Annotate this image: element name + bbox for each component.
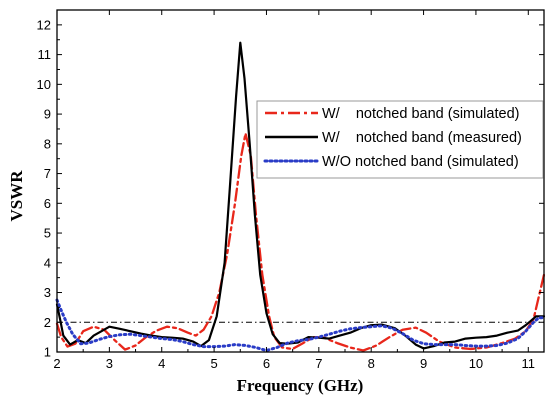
y-tick-label: 7 [44,166,51,181]
y-tick-label: 3 [44,285,51,300]
y-tick-label: 11 [38,47,52,62]
legend-label-without-notch: W/O notched band (simulated) [322,154,519,170]
x-tick-label: 7 [315,356,322,371]
x-axis: 2 3 4 5 6 7 8 9 10 11 [53,10,535,371]
y-tick-label: 8 [44,136,51,151]
legend-label-simulated: W/ notched band (simulated) [322,106,519,122]
x-tick-label: 5 [210,356,217,371]
y-tick-label: 9 [44,107,51,122]
y-tick-label: 5 [44,226,51,241]
x-tick-label: 9 [420,356,427,371]
x-tick-label: 11 [522,356,536,371]
y-tick-label: 2 [44,315,51,330]
series-layer [55,41,545,352]
x-tick-label: 4 [158,356,165,371]
y-tick-label: 12 [37,17,51,32]
y-tick-label: 6 [44,196,51,211]
y-tick-label: 1 [44,345,51,360]
x-axis-title: Frequency (GHz) [237,376,364,395]
y-axis-title: VSWR [7,170,26,222]
y-tick-label: 10 [37,77,51,92]
x-tick-label: 3 [106,356,113,371]
legend: W/ notched band (simulated) W/ notched b… [256,100,544,179]
y-tick-label: 4 [44,255,51,270]
plot-frame [56,9,545,353]
x-tick-label: 2 [53,356,60,371]
legend-label-measured: W/ notched band (measured) [322,130,522,146]
series-line-without-notch [55,298,545,352]
x-tick-label: 10 [469,356,483,371]
x-tick-label: 6 [263,356,270,371]
x-tick-label: 8 [368,356,375,371]
series-line-measured [55,41,545,350]
